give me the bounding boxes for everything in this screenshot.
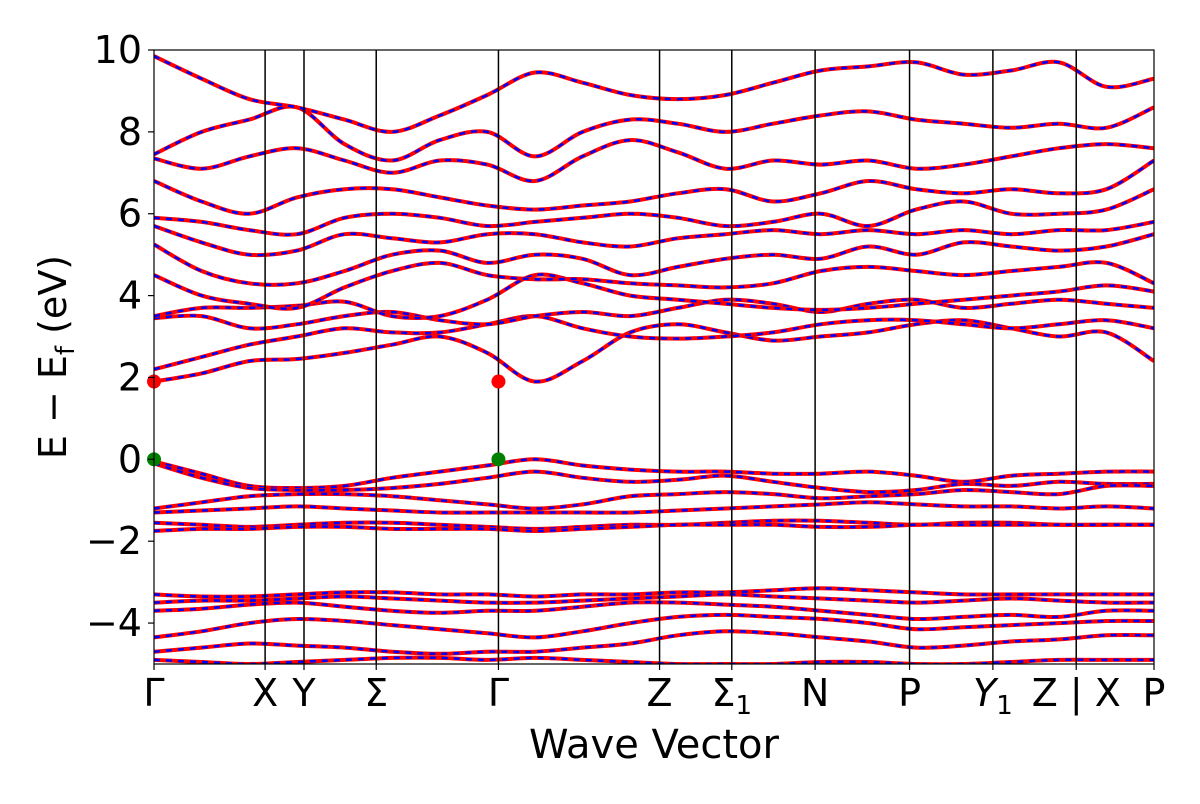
y-axis-label-unit: (eV) (31, 255, 75, 346)
band-line-overlay-22 (154, 105, 1154, 162)
band-line-overlay-19 (154, 188, 1154, 236)
y-axis-label-main: E − E (31, 355, 75, 459)
x-tick-label-6: Σ1 (711, 671, 752, 721)
band-edge-marker-3 (491, 452, 506, 467)
y-tick-label-4: 2 (118, 355, 142, 399)
kpoint-lines-layer (264, 50, 1077, 664)
band-line-overlay-5 (154, 523, 1154, 533)
plot-frame (153, 49, 1155, 665)
x-tick-label-9: Y1 (973, 671, 1013, 721)
band-line-15 (154, 272, 1154, 321)
x-tick-label-4: Γ (488, 671, 509, 715)
band-line-overlay-18 (154, 220, 1154, 257)
y-tick-label-0: 10 (94, 28, 142, 72)
bands-layer (154, 54, 1154, 664)
band-line-overlay-13 (154, 314, 1154, 371)
x-tick-label-1: X (252, 671, 278, 715)
band-edge-marker-1 (491, 374, 506, 389)
band-line-overlay-14 (154, 298, 1154, 330)
band-line-overlay-16 (154, 260, 1154, 310)
y-axis-label: E − Ef (eV) (31, 255, 81, 459)
band-line-overlay-4 (154, 519, 1154, 531)
y-tick-label-6: −2 (86, 519, 142, 563)
x-axis-label: Wave Vector (529, 722, 780, 768)
band-line-overlay-11 (154, 656, 1154, 664)
band-line-overlay-23 (154, 54, 1154, 134)
y-axis-label-sub: f (51, 345, 81, 355)
band-line-overlay-17 (154, 232, 1154, 287)
x-tick-label-3: Σ (364, 671, 388, 715)
band-line-overlay-3 (154, 501, 1154, 514)
x-tick-label-10: Z | X (1032, 671, 1121, 716)
x-tick-label-7: N (801, 671, 829, 715)
x-tick-label-11: P (1143, 671, 1166, 715)
y-tick-label-1: 8 (118, 110, 142, 154)
x-ticks-layer: Γ X Y Σ Γ Z Σ1 N P Y1 Z | X P (143, 664, 1165, 721)
band-line-overlay-0 (154, 458, 1154, 490)
band-line-8 (154, 600, 1154, 622)
band-line-9 (154, 612, 1154, 640)
band-line-overlay-21 (154, 138, 1154, 183)
band-line-10 (154, 629, 1154, 656)
band-line-overlay-12 (154, 318, 1154, 383)
y-tick-label-3: 4 (118, 274, 142, 318)
band-line-20 (154, 158, 1154, 216)
x-tick-label-0: Γ (143, 671, 164, 715)
band-line-7 (154, 592, 1154, 605)
x-tick-label-5: Z (647, 671, 673, 715)
band-line-overlay-1 (154, 462, 1154, 494)
y-ticks-layer: 10 8 6 4 2 0 −2 −4 (86, 28, 154, 645)
band-line-2 (154, 483, 1154, 511)
markers-layer (147, 374, 506, 467)
x-tick-label-8: P (898, 671, 921, 715)
x-tick-label-2: Y (291, 671, 316, 715)
y-tick-label-2: 6 (118, 192, 142, 236)
y-tick-label-5: 0 (118, 437, 142, 481)
band-line-overlay-6 (154, 587, 1154, 598)
y-tick-label-7: −4 (86, 601, 142, 645)
